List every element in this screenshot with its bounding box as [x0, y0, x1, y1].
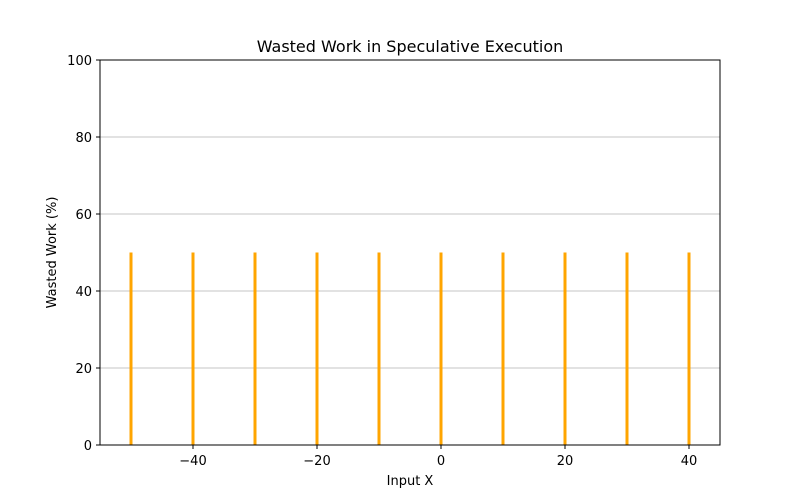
x-axis-label: Input X: [387, 474, 434, 489]
y-tick-label-0: 0: [84, 439, 92, 454]
x-axis-ticks: −40 −20 0 20 40: [179, 445, 697, 469]
bar-0-7: [563, 252, 567, 445]
y-tick-label-1: 20: [75, 362, 92, 377]
x-tick-label-0: −40: [179, 454, 206, 469]
bars: [129, 252, 691, 445]
bar-0-8: [625, 252, 629, 445]
bar-0-2: [253, 252, 257, 445]
bar-0-3: [315, 252, 319, 445]
y-axis-ticks: 0 20 40 60 80 100: [67, 54, 100, 454]
x-tick-label-3: 20: [557, 454, 574, 469]
x-tick-label-4: 40: [681, 454, 698, 469]
bar-0-6: [501, 252, 505, 445]
plot-frame: [99, 59, 721, 446]
x-tick-label-2: 0: [437, 454, 445, 469]
bar-0-5: [439, 252, 443, 445]
bar-0-4: [377, 252, 381, 445]
y-tick-label-2: 40: [75, 285, 92, 300]
y-tick-label-3: 60: [75, 208, 92, 223]
bar-0-9: [687, 252, 691, 445]
y-axis-label: Wasted Work (%): [45, 197, 60, 309]
bar-0-0: [129, 252, 133, 445]
grid-lines: [100, 136, 720, 369]
y-tick-label-5: 100: [67, 54, 92, 69]
chart-title: Wasted Work in Speculative Execution: [257, 37, 564, 56]
y-tick-label-4: 80: [75, 131, 92, 146]
bar-0-1: [191, 252, 195, 445]
x-tick-label-1: −20: [303, 454, 330, 469]
